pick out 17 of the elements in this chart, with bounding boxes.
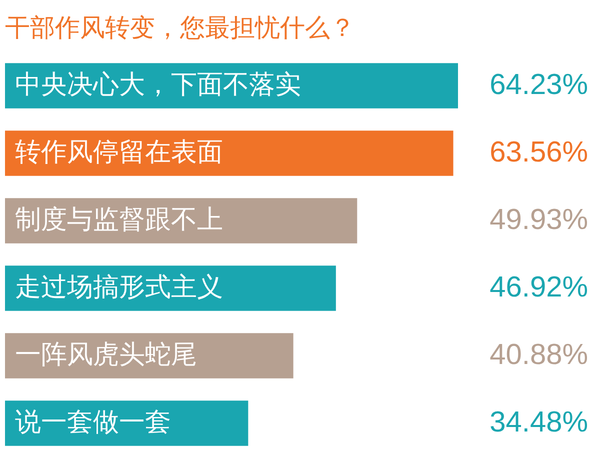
bar [5, 130, 454, 176]
bar [5, 63, 458, 108]
y-tick-label: 中央决心大，下面不落实 [15, 68, 301, 99]
y-tick-label: 制度与监督跟不上 [15, 204, 223, 234]
bar [5, 198, 358, 244]
y-tick-label: 说一套做一套 [15, 406, 171, 436]
chart-title: 干部作风转变，您最担忧什么？ [5, 14, 355, 42]
data-label: 40.88% [490, 338, 588, 371]
data-label: 46.92% [490, 271, 588, 304]
data-label: 34.48% [490, 406, 588, 438]
data-label: 64.23% [490, 68, 588, 101]
data-label: 49.93% [490, 204, 588, 236]
data-label: 63.56% [490, 136, 588, 168]
y-tick-label: 转作风停留在表面 [15, 136, 223, 166]
y-tick-label: 一阵风虎头蛇尾 [15, 338, 197, 369]
y-tick-label: 走过场搞形式主义 [15, 271, 223, 302]
bar [5, 400, 248, 446]
